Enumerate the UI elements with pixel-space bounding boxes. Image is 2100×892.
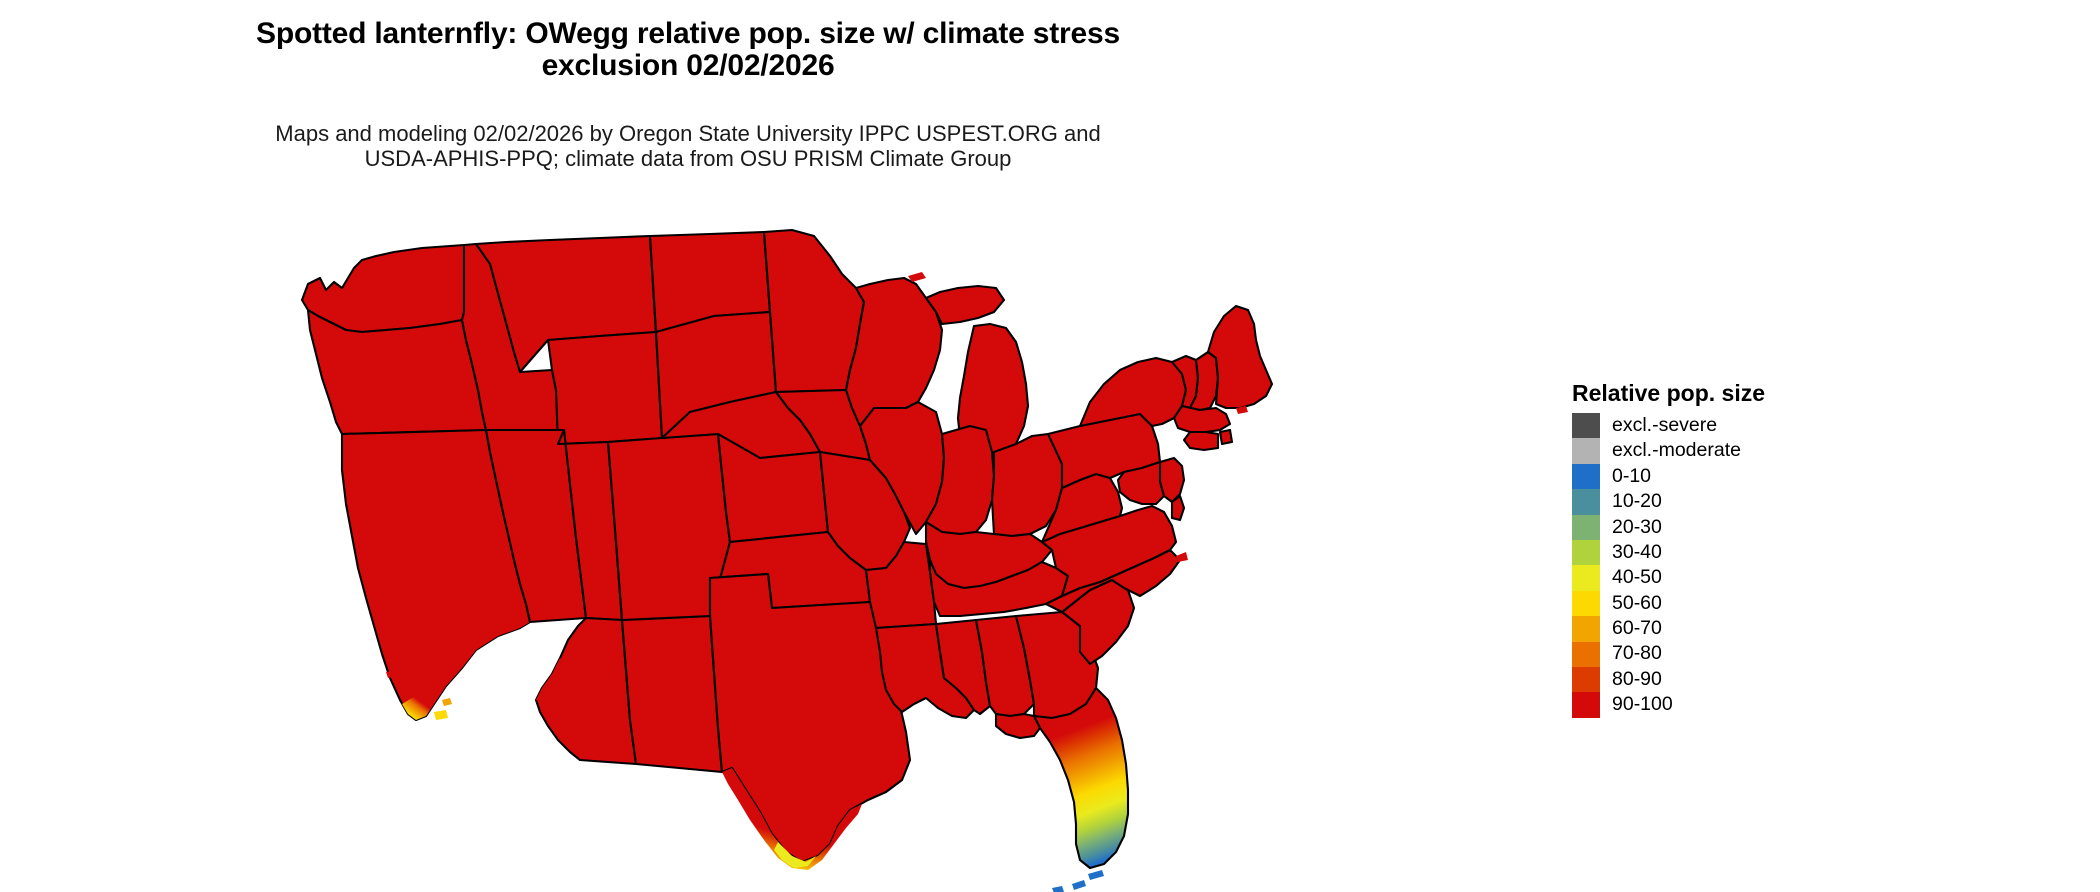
legend-item-label: excl.-moderate bbox=[1612, 439, 1741, 462]
legend-swatch bbox=[1572, 590, 1600, 617]
state-mn bbox=[764, 230, 864, 392]
state-ri bbox=[1220, 430, 1232, 444]
legend-item[interactable]: 50-60 bbox=[1572, 590, 1902, 617]
legend-title: Relative pop. size bbox=[1572, 380, 1766, 406]
legend-item[interactable]: 20-30 bbox=[1572, 514, 1902, 540]
state-fl bbox=[1034, 688, 1128, 868]
legend-item[interactable]: 80-90 bbox=[1572, 666, 1902, 693]
map-legend: Relative pop. size excl.-severe excl.-mod… bbox=[1572, 382, 1902, 718]
legend-swatch bbox=[1572, 463, 1600, 490]
coastal-speck-nc bbox=[1176, 552, 1188, 562]
legend-swatch bbox=[1572, 666, 1600, 693]
legend-item[interactable]: 90-100 bbox=[1572, 692, 1902, 718]
legend-swatch bbox=[1572, 514, 1600, 540]
us-choropleth-map bbox=[290, 212, 1590, 892]
state-or bbox=[308, 310, 486, 434]
legend-item-label: 10-20 bbox=[1612, 490, 1662, 513]
state-nm bbox=[622, 616, 722, 772]
state-ct bbox=[1184, 432, 1218, 450]
legend-swatch bbox=[1572, 616, 1600, 642]
state-mi-up bbox=[926, 286, 1004, 324]
florida-keys-3 bbox=[1052, 886, 1064, 892]
legend-item[interactable]: 10-20 bbox=[1572, 489, 1902, 515]
state-ma bbox=[1174, 406, 1230, 432]
legend-swatch bbox=[1572, 438, 1600, 464]
legend-item[interactable]: excl.-severe bbox=[1572, 413, 1902, 439]
us-map-svg bbox=[290, 212, 1590, 892]
legend-item-label: 80-90 bbox=[1612, 667, 1662, 690]
legend-swatch bbox=[1572, 565, 1600, 591]
legend-swatch bbox=[1572, 413, 1600, 439]
channel-island-1 bbox=[408, 680, 424, 690]
coastal-speck-ne bbox=[1236, 406, 1248, 414]
state-md bbox=[1118, 462, 1164, 504]
state-wy bbox=[548, 332, 662, 444]
florida-keys-1 bbox=[1088, 870, 1104, 880]
channel-island-2 bbox=[442, 698, 452, 706]
legend-swatch bbox=[1572, 489, 1600, 515]
state-de bbox=[1172, 496, 1184, 520]
az-southwest-band bbox=[536, 658, 634, 752]
legend-item-label: 90-100 bbox=[1612, 693, 1673, 716]
state-wa bbox=[302, 245, 464, 332]
legend-item[interactable]: 30-40 bbox=[1572, 539, 1902, 566]
legend-rows: excl.-severe excl.-moderate 0-10 10-20 20-30… bbox=[1572, 413, 1902, 718]
state-me bbox=[1208, 306, 1272, 408]
legend-item[interactable]: 0-10 bbox=[1572, 463, 1902, 490]
legend-item[interactable]: excl.-moderate bbox=[1572, 438, 1902, 464]
legend-item-label: 20-30 bbox=[1612, 515, 1662, 538]
legend-swatch bbox=[1572, 692, 1600, 718]
south-texas-band bbox=[722, 768, 862, 870]
florida-keys-2 bbox=[1072, 880, 1086, 890]
legend-swatch bbox=[1572, 641, 1600, 667]
state-fl-panhandle bbox=[996, 714, 1040, 738]
south-texas-tip bbox=[774, 842, 816, 868]
state-polygons bbox=[302, 230, 1272, 892]
channel-island-4 bbox=[386, 670, 398, 678]
legend-item[interactable]: 60-70 bbox=[1572, 616, 1902, 642]
channel-island-3 bbox=[434, 710, 448, 720]
legend-swatch bbox=[1572, 539, 1600, 566]
legend-item-label: 40-50 bbox=[1612, 566, 1662, 589]
state-il bbox=[860, 402, 944, 534]
page-title: Spotted lanternfly: OWegg relative pop. … bbox=[0, 18, 1376, 81]
page-subtitle-line-2: USDA-APHIS-PPQ; climate data from OSU PR… bbox=[364, 145, 1012, 171]
legend-item-label: 30-40 bbox=[1612, 540, 1662, 563]
legend-item-label: 70-80 bbox=[1612, 642, 1662, 665]
page-title-line-2: exclusion 02/02/2026 bbox=[541, 48, 835, 82]
legend-item-label: 60-70 bbox=[1612, 617, 1662, 640]
legend-item[interactable]: 40-50 bbox=[1572, 565, 1902, 591]
page-subtitle: Maps and modeling 02/02/2026 by Oregon S… bbox=[0, 121, 1376, 171]
state-ny bbox=[1080, 358, 1186, 426]
page-subtitle-line-1: Maps and modeling 02/02/2026 by Oregon S… bbox=[275, 121, 1101, 146]
legend-item-label: 50-60 bbox=[1612, 591, 1662, 614]
lake-superior-fragment-1 bbox=[908, 272, 926, 282]
legend-item-label: excl.-severe bbox=[1612, 413, 1718, 436]
page-title-line-1: Spotted lanternfly: OWegg relative pop. … bbox=[256, 17, 1120, 50]
legend-item-label: 0-10 bbox=[1612, 464, 1652, 487]
legend-item[interactable]: 70-80 bbox=[1572, 641, 1902, 667]
ca-south-coast-band bbox=[402, 620, 530, 720]
